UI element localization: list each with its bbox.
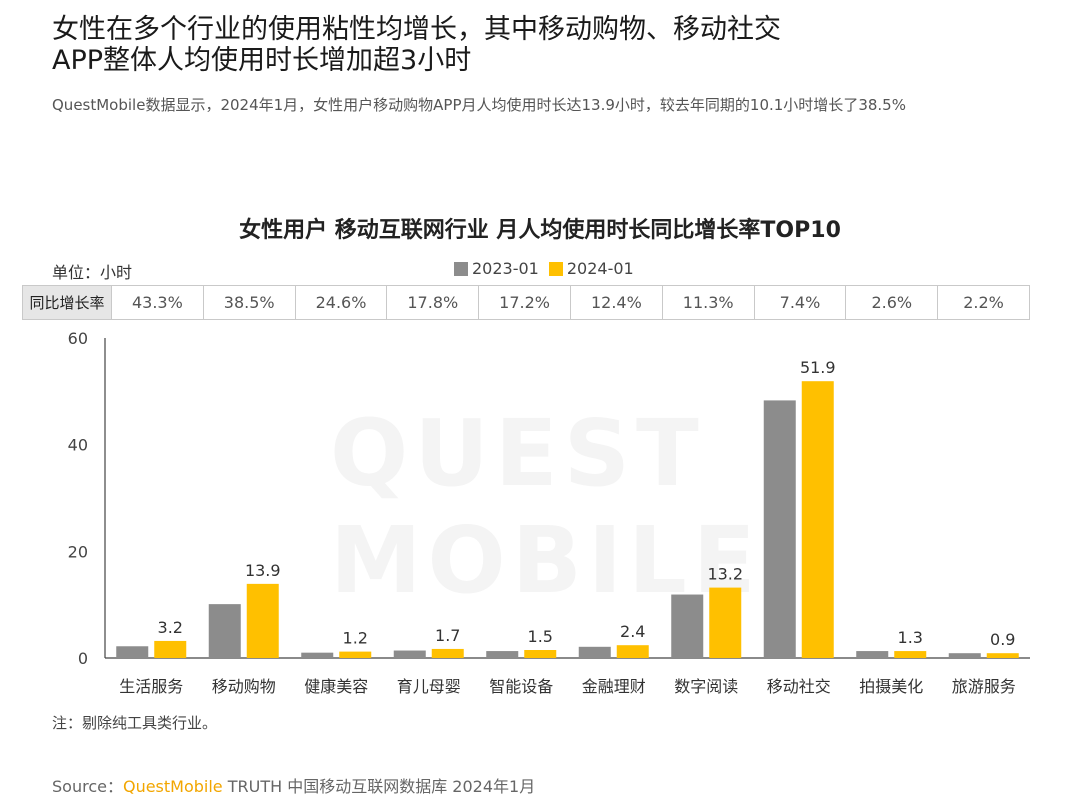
bar-2024 [801, 381, 834, 658]
bar-2024 [339, 651, 372, 658]
bar-2023 [578, 646, 611, 658]
growth-rate-cell: 12.4% [569, 286, 662, 319]
legend-swatch-2023 [454, 261, 468, 276]
x-tick-label: 生活服务 [119, 677, 183, 696]
bar-2024 [616, 645, 649, 658]
data-label: 3.2 [158, 618, 183, 637]
source-rest: TRUTH 中国移动互联网数据库 2024年1月 [222, 777, 536, 796]
x-tick-label: 健康美容 [304, 677, 368, 696]
legend-label-2024: 2024-01 [566, 259, 634, 278]
growth-rate-cell: 17.2% [478, 286, 570, 319]
x-tick-label: 移动购物 [212, 677, 276, 696]
legend-item-2024: 2024-01 [548, 259, 634, 278]
unit-label: 单位：小时 [52, 263, 133, 282]
x-tick-label: 旅游服务 [952, 677, 1016, 696]
bar-2024 [709, 587, 742, 658]
source-line: Source：QuestMobile TRUTH 中国移动互联网数据库 2024… [52, 773, 535, 797]
x-tick-label: 移动社交 [767, 677, 831, 696]
data-label: 1.3 [898, 628, 923, 647]
chart-title: 女性用户 移动互联网行业 月人均使用时长同比增长率TOP10 [239, 218, 841, 243]
bar-2024 [524, 650, 557, 658]
source-prefix: Source： [52, 777, 123, 796]
source-brand: QuestMobile [122, 777, 223, 796]
bar-2023 [671, 594, 704, 658]
data-label: 51.9 [800, 358, 836, 377]
x-tick-label: 拍摄美化 [859, 677, 923, 696]
growth-rate-cell: 2.6% [845, 286, 937, 319]
title-line-2: APP整体人均使用时长增加超3小时 [52, 45, 472, 76]
legend-item-2023: 2023-01 [454, 259, 539, 278]
data-label: 0.9 [990, 630, 1015, 649]
legend-swatch-2024 [548, 261, 563, 276]
growth-rate-cell: 43.3% [111, 286, 203, 319]
bar-2024 [986, 653, 1019, 658]
data-label: 1.7 [435, 626, 460, 645]
bar-2023 [486, 651, 519, 658]
bar-2024 [894, 651, 927, 658]
x-tick-label: 智能设备 [489, 677, 553, 696]
page-title: 女性在多个行业的使用粘性均增长，其中移动购物、移动社交 APP整体人均使用时长增… [52, 14, 781, 76]
page-subtitle: QuestMobile数据显示，2024年1月，女性用户移动购物APP月人均使用… [52, 96, 906, 114]
watermark-text: QUEST MOBILE [330, 400, 762, 614]
data-label: 2.4 [620, 622, 645, 641]
bar-2024 [246, 583, 279, 658]
x-tick-label: 数字阅读 [674, 677, 738, 696]
legend-label-2023: 2023-01 [472, 259, 539, 278]
growth-rate-header: 同比增长率 [23, 286, 111, 319]
bar-2023 [301, 652, 334, 658]
growth-rate-cell: 17.8% [386, 286, 478, 319]
title-line-1: 女性在多个行业的使用粘性均增长，其中移动购物、移动社交 [52, 14, 781, 45]
growth-rate-cell: 11.3% [661, 286, 754, 319]
footnote: 注：剔除纯工具类行业。 [52, 714, 218, 732]
growth-rate-cell: 7.4% [753, 286, 846, 319]
bar-2023 [116, 646, 149, 658]
bar-chart: 0 20 40 60 3.2 生活服务 13.9 移动购物 1.2 健康美容 1.7 育儿母婴 1.5 智… [68, 329, 1030, 696]
bar-2023 [208, 604, 241, 658]
growth-rate-cell: 2.2% [937, 286, 1029, 319]
chart-legend: 2023-01 2024-01 [454, 259, 638, 278]
data-label: 13.9 [245, 561, 281, 580]
bar-2024 [154, 640, 187, 658]
data-label: 1.5 [528, 627, 553, 646]
bar-2023 [393, 650, 426, 658]
y-tick-label: 20 [68, 542, 88, 561]
data-label: 1.2 [343, 629, 368, 648]
y-tick-label: 60 [68, 329, 88, 348]
bar-2023 [856, 651, 889, 658]
bar-2024 [431, 648, 464, 658]
growth-rate-cell: 38.5% [202, 286, 295, 319]
y-tick-label: 0 [78, 649, 88, 668]
x-tick-label: 金融理财 [582, 677, 646, 696]
y-tick-label: 40 [68, 436, 88, 455]
growth-rate-cell: 24.6% [294, 286, 387, 319]
data-label: 13.2 [707, 565, 743, 584]
bar-2023 [763, 400, 796, 658]
bar-2023 [948, 653, 981, 658]
growth-rate-table: 同比增长率 43.3% 38.5% 24.6% 17.8% 17.2% 12.4… [22, 285, 1030, 320]
x-tick-label: 育儿母婴 [397, 677, 461, 696]
